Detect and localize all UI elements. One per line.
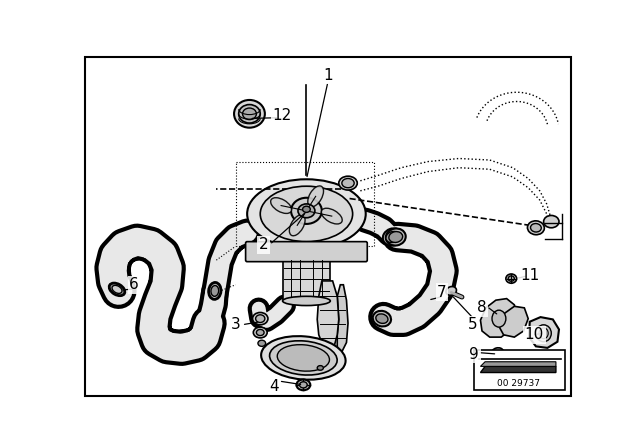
Text: 5: 5 — [468, 317, 477, 332]
Ellipse shape — [257, 329, 264, 336]
Text: 10: 10 — [525, 327, 544, 342]
Ellipse shape — [269, 341, 337, 375]
Ellipse shape — [317, 366, 323, 370]
Ellipse shape — [211, 285, 219, 296]
Ellipse shape — [298, 204, 315, 218]
Ellipse shape — [258, 340, 266, 346]
Ellipse shape — [386, 228, 406, 246]
Ellipse shape — [536, 325, 551, 342]
Text: 6: 6 — [129, 277, 139, 292]
Ellipse shape — [239, 104, 260, 123]
Ellipse shape — [376, 314, 388, 323]
Text: 2: 2 — [259, 237, 268, 252]
Ellipse shape — [260, 186, 353, 241]
Polygon shape — [529, 317, 559, 348]
Ellipse shape — [386, 232, 399, 243]
Ellipse shape — [527, 221, 545, 235]
Text: 00 29737: 00 29737 — [497, 379, 540, 388]
Ellipse shape — [539, 328, 548, 339]
Ellipse shape — [255, 315, 265, 323]
Ellipse shape — [303, 206, 310, 212]
Text: 7: 7 — [437, 285, 447, 300]
Polygon shape — [337, 285, 348, 352]
Ellipse shape — [277, 345, 330, 371]
Ellipse shape — [234, 100, 265, 128]
Ellipse shape — [243, 108, 257, 120]
Ellipse shape — [308, 186, 323, 207]
Ellipse shape — [291, 198, 322, 224]
Bar — [283, 258, 330, 301]
Ellipse shape — [389, 232, 403, 242]
Bar — [236, 162, 374, 246]
Ellipse shape — [339, 176, 357, 190]
Text: 3: 3 — [231, 317, 241, 332]
Ellipse shape — [271, 198, 292, 213]
Polygon shape — [481, 362, 556, 366]
Ellipse shape — [342, 178, 354, 188]
Ellipse shape — [109, 283, 125, 296]
Ellipse shape — [506, 274, 516, 283]
Ellipse shape — [492, 348, 504, 357]
Polygon shape — [499, 306, 528, 337]
Ellipse shape — [321, 208, 342, 224]
Text: 1: 1 — [323, 68, 333, 83]
Polygon shape — [481, 366, 556, 373]
Ellipse shape — [283, 296, 330, 306]
Ellipse shape — [543, 215, 559, 228]
Ellipse shape — [508, 276, 515, 281]
Ellipse shape — [383, 228, 403, 246]
Ellipse shape — [253, 313, 268, 325]
Text: 4: 4 — [269, 379, 279, 394]
Ellipse shape — [300, 382, 307, 388]
Ellipse shape — [296, 379, 310, 390]
Polygon shape — [481, 299, 516, 337]
FancyBboxPatch shape — [246, 241, 367, 262]
Ellipse shape — [372, 311, 391, 327]
Ellipse shape — [112, 285, 122, 293]
Ellipse shape — [446, 287, 456, 295]
Ellipse shape — [492, 310, 506, 327]
Text: 12: 12 — [272, 108, 291, 123]
Ellipse shape — [531, 224, 541, 232]
Text: 9: 9 — [469, 347, 479, 362]
Ellipse shape — [209, 283, 221, 299]
Bar — [474, 350, 565, 390]
Ellipse shape — [289, 215, 305, 236]
Text: 11: 11 — [520, 268, 540, 283]
Ellipse shape — [247, 179, 365, 249]
Polygon shape — [317, 281, 339, 350]
Ellipse shape — [261, 336, 346, 380]
Ellipse shape — [253, 327, 267, 338]
Text: 8: 8 — [477, 300, 487, 315]
